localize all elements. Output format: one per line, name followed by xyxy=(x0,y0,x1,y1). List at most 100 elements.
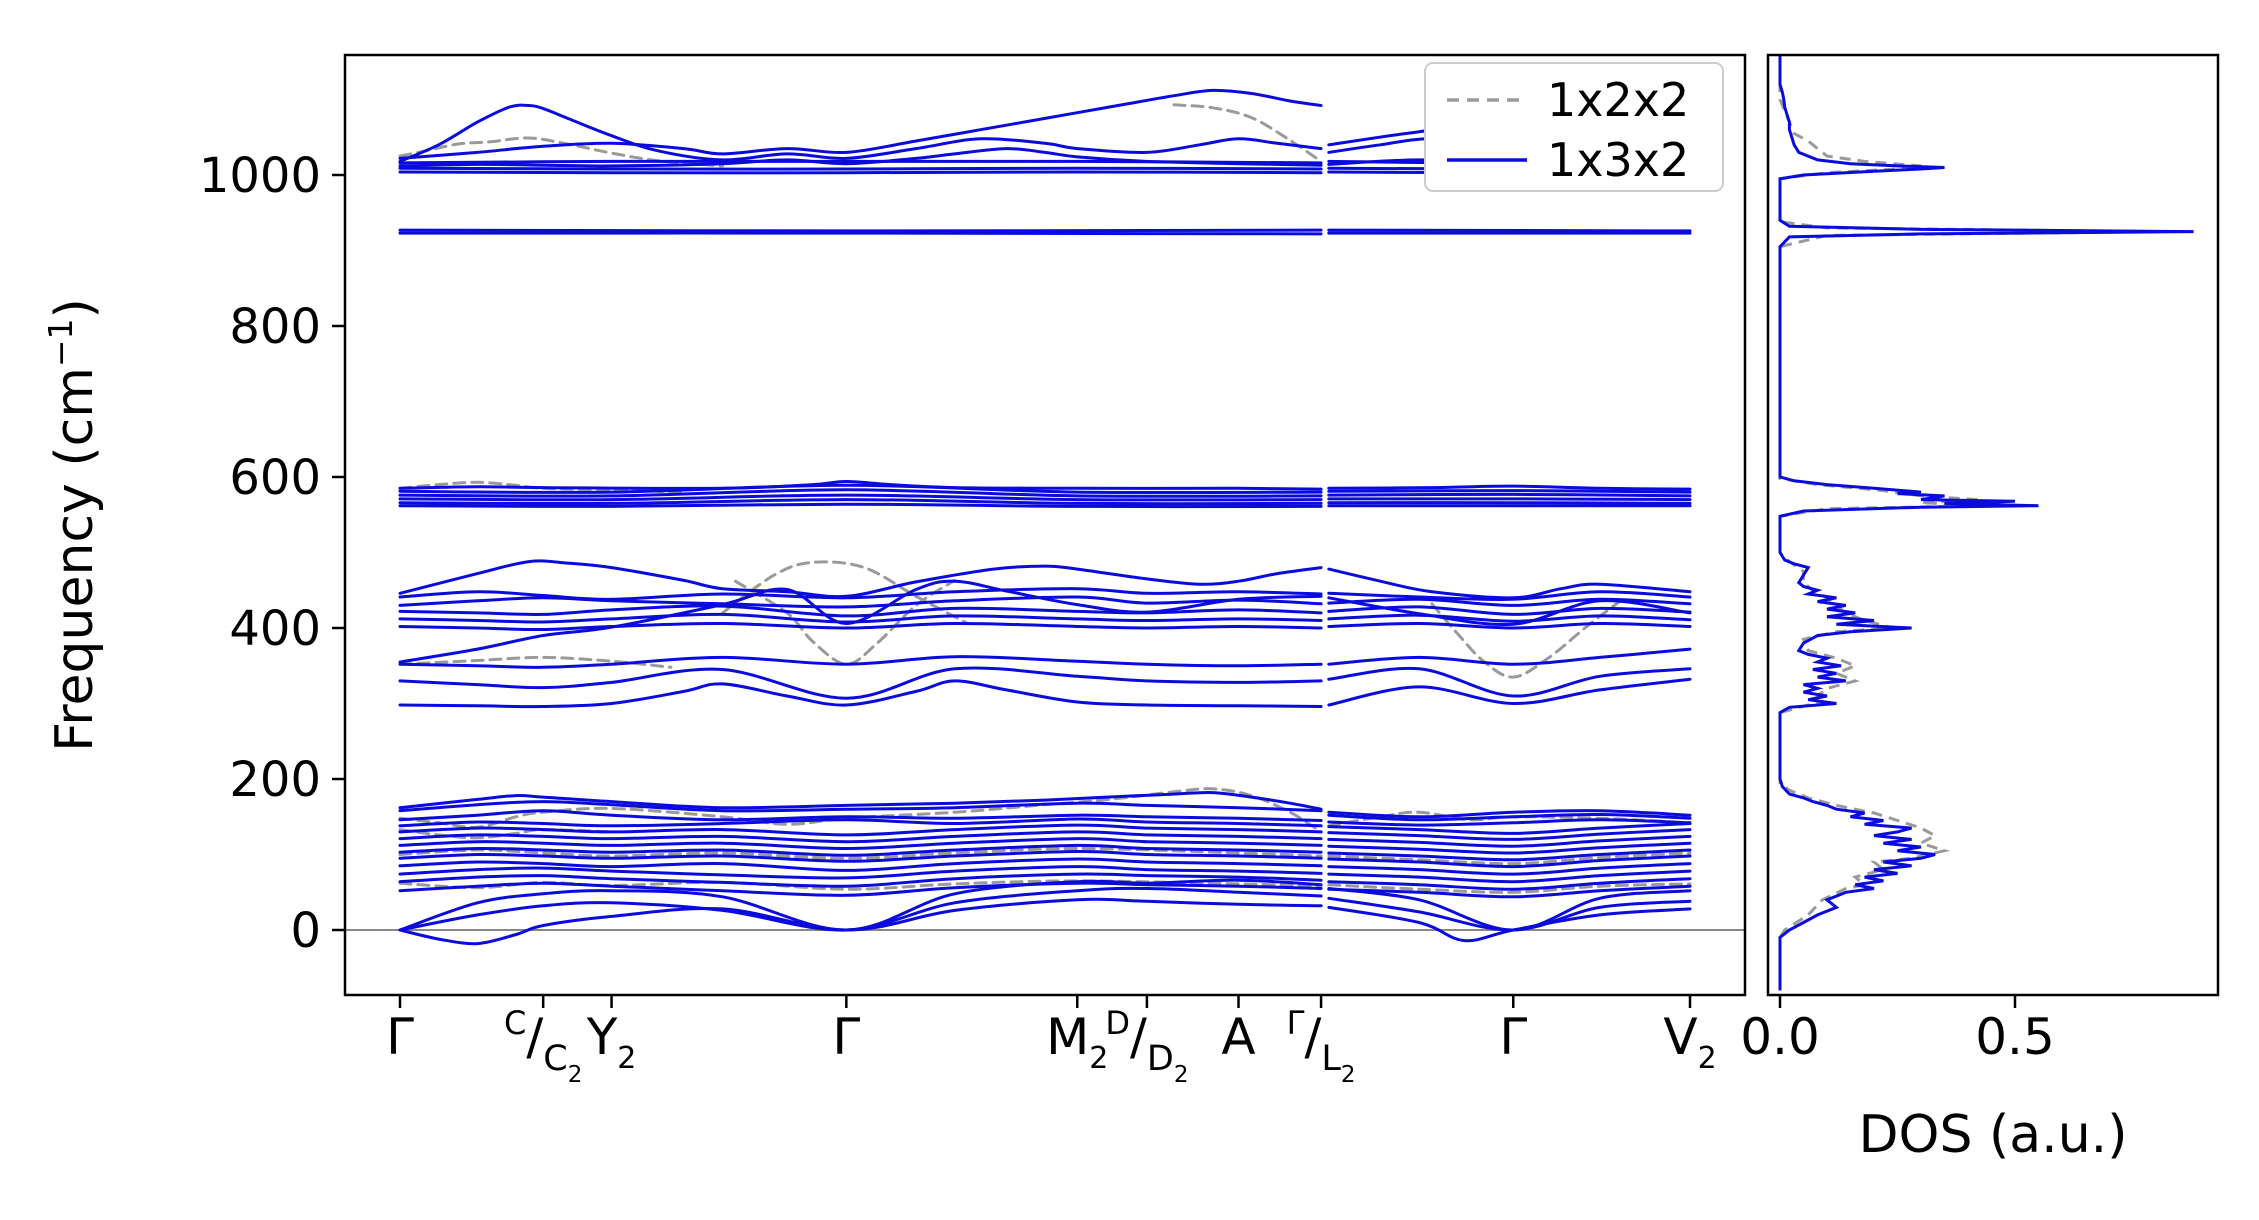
band-line-1x3x2 xyxy=(398,857,1323,872)
y-tick-label: 1000 xyxy=(199,148,321,204)
band-line-1x3x2 xyxy=(398,837,1323,851)
kpoint-label: M2 xyxy=(1046,1008,1108,1076)
band-line-1x3x2 xyxy=(398,790,1323,811)
band-line-1x3x2 xyxy=(398,881,1323,897)
legend-label: 1x3x2 xyxy=(1547,133,1689,187)
band-line-1x2x2 xyxy=(398,846,1323,860)
band-line-1x3x2 xyxy=(398,809,1323,822)
band-line-1x3x2 xyxy=(1327,854,1692,869)
band-line-1x3x2 xyxy=(398,231,1323,236)
band-line-1x3x2 xyxy=(398,872,1323,888)
band-line-1x3x2 xyxy=(398,817,1323,828)
band-line-1x3x2 xyxy=(1327,828,1692,841)
band-line-1x2x2 xyxy=(398,136,724,168)
dos-x-tick-label: 0.5 xyxy=(1975,1008,2055,1066)
band-line-1x3x2 xyxy=(398,865,1323,880)
band-line-1x3x2 xyxy=(1327,818,1692,827)
band-line-1x2x2 xyxy=(1430,595,1627,679)
legend-label: 1x2x2 xyxy=(1547,73,1689,127)
kpoint-label: Γ xyxy=(832,1008,860,1066)
band-line-1x3x2 xyxy=(398,897,1323,946)
band-line-1x3x2 xyxy=(1327,228,1692,233)
band-line-1x3x2 xyxy=(1327,677,1692,707)
band-line-1x3x2 xyxy=(398,488,1323,498)
kpoint-label: Γ xyxy=(1499,1008,1527,1066)
band-line-1x3x2 xyxy=(1327,834,1692,848)
band-line-1x3x2 xyxy=(398,621,1323,632)
band-line-1x3x2 xyxy=(1327,621,1692,630)
band-line-1x3x2 xyxy=(398,830,1323,844)
band-line-1x3x2 xyxy=(1327,597,1692,607)
band-line-1x3x2 xyxy=(398,103,1323,163)
band-line-1x3x2 xyxy=(398,666,1323,700)
dos-line-1x3x2 xyxy=(1778,55,2194,991)
band-line-1x3x2 xyxy=(1327,489,1692,494)
band-line-1x3x2 xyxy=(398,88,1323,160)
band-line-1x3x2 xyxy=(1327,484,1692,491)
dos-x-tick-label: 0.0 xyxy=(1740,1008,1820,1066)
band-lines xyxy=(398,88,1692,946)
band-line-1x3x2 xyxy=(398,170,1323,175)
band-line-1x3x2 xyxy=(1327,809,1692,819)
band-line-1x3x2 xyxy=(1327,884,1692,899)
band-line-1x3x2 xyxy=(398,604,1323,618)
kpoint-label: Γ/L2 xyxy=(1287,1004,1356,1088)
dos-axis-label: DOS (a.u.) xyxy=(1859,1105,2128,1165)
kpoint-label: Y2 xyxy=(586,1008,637,1076)
dos-panel-background xyxy=(1768,55,2218,995)
band-line-1x3x2 xyxy=(1327,848,1692,862)
band-line-1x3x2 xyxy=(398,655,1323,669)
band-line-1x3x2 xyxy=(398,823,1323,837)
band-line-1x3x2 xyxy=(398,228,1323,233)
band-line-1x3x2 xyxy=(1327,492,1692,498)
band-line-1x3x2 xyxy=(398,800,1323,813)
band-line-1x3x2 xyxy=(1327,841,1692,855)
band-line-1x3x2 xyxy=(398,493,1323,502)
kpoint-label: D/D2 xyxy=(1105,1004,1188,1088)
y-axis-label: Frequency (cm−1) xyxy=(41,298,105,752)
band-line-1x2x2 xyxy=(1327,882,1692,894)
y-tick-label: 800 xyxy=(229,299,321,355)
band-line-1x3x2 xyxy=(398,559,1323,599)
band-line-1x3x2 xyxy=(1327,877,1692,891)
band-line-1x3x2 xyxy=(1327,887,1692,932)
y-tick-label: 0 xyxy=(290,903,321,959)
y-tick-label: 400 xyxy=(229,601,321,657)
dos-curves xyxy=(1778,55,2194,991)
band-line-1x3x2 xyxy=(1327,613,1692,623)
kpoint-label: V2 xyxy=(1663,1008,1716,1076)
band-line-1x3x2 xyxy=(1327,812,1692,822)
band-line-1x3x2 xyxy=(1327,666,1692,698)
band-line-1x3x2 xyxy=(1327,905,1692,943)
band-line-1x3x2 xyxy=(398,587,1323,601)
band-line-1x3x2 xyxy=(1327,567,1692,600)
y-tick-label: 600 xyxy=(229,450,321,506)
band-line-1x3x2 xyxy=(398,166,1323,171)
band-line-1x3x2 xyxy=(398,483,1323,495)
band-line-1x3x2 xyxy=(398,579,1323,664)
band-line-1x3x2 xyxy=(398,479,1323,491)
band-line-1x3x2 xyxy=(1327,647,1692,666)
band-line-1x2x2 xyxy=(1327,851,1692,866)
band-line-1x3x2 xyxy=(1327,862,1692,876)
band-line-1x3x2 xyxy=(398,878,1323,932)
band-line-1x3x2 xyxy=(398,679,1323,709)
band-line-1x3x2 xyxy=(1327,596,1692,627)
band-line-1x3x2 xyxy=(1327,501,1692,505)
band-line-1x3x2 xyxy=(398,498,1323,506)
band-line-1x3x2 xyxy=(1327,869,1692,884)
dos-panel-border xyxy=(1766,53,2220,997)
band-line-1x3x2 xyxy=(1327,497,1692,502)
kpoint-label: A xyxy=(1221,1008,1255,1066)
band-line-1x3x2 xyxy=(398,502,1323,509)
kpoint-label: C/C2 xyxy=(504,1004,582,1088)
band-line-1x3x2 xyxy=(398,595,1323,609)
band-panel-border xyxy=(343,53,1747,997)
band-line-1x3x2 xyxy=(398,159,1323,165)
band-line-1x3x2 xyxy=(398,843,1323,857)
band-line-1x2x2 xyxy=(721,560,970,625)
band-line-1x3x2 xyxy=(398,849,1323,863)
y-tick-label: 200 xyxy=(229,752,321,808)
